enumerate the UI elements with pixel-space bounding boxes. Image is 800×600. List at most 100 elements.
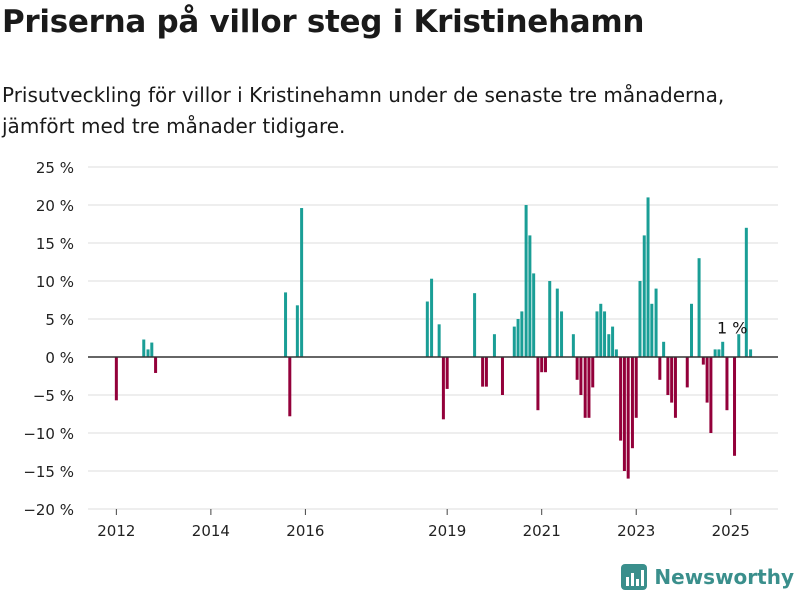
bar xyxy=(555,288,559,357)
bar xyxy=(599,303,603,357)
y-tick-label: −15 % xyxy=(23,463,74,481)
bar xyxy=(611,326,615,357)
bar xyxy=(721,341,725,357)
x-axis-ticks: 2012 2014 2016 2019 2021 2023 2025 xyxy=(97,509,750,540)
bar xyxy=(591,357,595,388)
bar xyxy=(709,357,713,433)
brand-logo: Newsworthy xyxy=(620,563,794,591)
bar xyxy=(749,349,753,357)
bar xyxy=(288,357,292,417)
y-tick-label: 25 % xyxy=(36,159,74,177)
x-tick-label: 2019 xyxy=(428,522,466,540)
bars xyxy=(114,197,753,479)
x-tick-label: 2012 xyxy=(97,522,135,540)
bar xyxy=(481,357,485,387)
bar xyxy=(658,357,662,380)
bar xyxy=(697,258,701,357)
bar xyxy=(595,311,599,357)
bar xyxy=(150,342,154,357)
bar xyxy=(607,334,611,357)
bar xyxy=(548,281,552,357)
chart-subtitle: Prisutveckling för villor i Kristinehamn… xyxy=(2,83,725,138)
x-tick-label: 2016 xyxy=(286,522,324,540)
y-tick-label: −10 % xyxy=(23,425,74,443)
bar xyxy=(473,293,477,357)
bar-chart-logo-icon xyxy=(621,564,648,590)
bar xyxy=(690,303,694,357)
brand-name: Newsworthy xyxy=(654,565,794,589)
bar xyxy=(587,357,591,418)
bar xyxy=(154,357,158,373)
bar xyxy=(744,227,748,357)
bar xyxy=(733,357,737,456)
x-tick-label: 2021 xyxy=(523,522,561,540)
bar xyxy=(670,357,674,403)
bar xyxy=(441,357,445,420)
y-tick-label: 5 % xyxy=(45,311,74,329)
bar xyxy=(536,357,540,411)
bar xyxy=(717,349,721,357)
bar xyxy=(300,208,304,357)
bar xyxy=(737,334,741,357)
bar xyxy=(603,311,607,357)
bar xyxy=(673,357,677,418)
bar xyxy=(622,357,626,471)
bar xyxy=(520,311,524,357)
last-value-label: 1 % xyxy=(717,318,747,337)
bar xyxy=(284,292,288,357)
bar xyxy=(666,357,670,395)
bar xyxy=(142,339,146,357)
bar xyxy=(685,357,689,388)
bar xyxy=(642,235,646,357)
y-tick-label: −5 % xyxy=(33,387,74,405)
bar xyxy=(528,235,532,357)
y-tick-label: 10 % xyxy=(36,273,74,291)
bar xyxy=(705,357,709,403)
bar xyxy=(425,301,429,357)
bar xyxy=(583,357,587,418)
bar xyxy=(532,273,536,357)
bar xyxy=(626,357,630,479)
y-tick-label: 20 % xyxy=(36,197,74,215)
chart-title: Priserna på villor steg i Kristinehamn xyxy=(2,4,645,40)
y-axis-ticks: −20 % −15 % −10 % −5 % 0 % 5 % 10 % 15 % 20 % 25 … xyxy=(23,159,74,519)
bar xyxy=(484,357,488,387)
bar xyxy=(437,324,441,357)
bar xyxy=(512,326,516,357)
y-tick-label: 0 % xyxy=(45,349,74,367)
bar xyxy=(650,303,654,357)
y-tick-label: 15 % xyxy=(36,235,74,253)
bar xyxy=(646,197,650,357)
bar xyxy=(579,357,583,395)
bar xyxy=(662,341,666,357)
bar xyxy=(492,334,496,357)
bar xyxy=(630,357,634,449)
bar xyxy=(638,281,642,357)
bar xyxy=(500,357,504,395)
y-tick-label: −20 % xyxy=(23,501,74,519)
x-tick-label: 2014 xyxy=(192,522,230,540)
bar xyxy=(540,357,544,373)
annotations: 1 % xyxy=(717,318,747,337)
bar xyxy=(560,311,564,357)
bar xyxy=(614,349,618,357)
bar xyxy=(445,357,449,389)
bar xyxy=(701,357,705,365)
bar xyxy=(713,349,717,357)
bar xyxy=(295,305,299,357)
bar xyxy=(543,357,547,373)
bar xyxy=(725,357,729,411)
x-tick-label: 2025 xyxy=(712,522,750,540)
bar xyxy=(619,357,623,441)
bar xyxy=(524,205,528,357)
bar xyxy=(114,357,118,401)
bar xyxy=(430,278,434,357)
bar xyxy=(516,319,520,357)
bar xyxy=(571,334,575,357)
bar xyxy=(654,288,658,357)
x-tick-label: 2023 xyxy=(617,522,655,540)
bar xyxy=(575,357,579,380)
bar xyxy=(634,357,638,418)
bar xyxy=(146,349,150,357)
